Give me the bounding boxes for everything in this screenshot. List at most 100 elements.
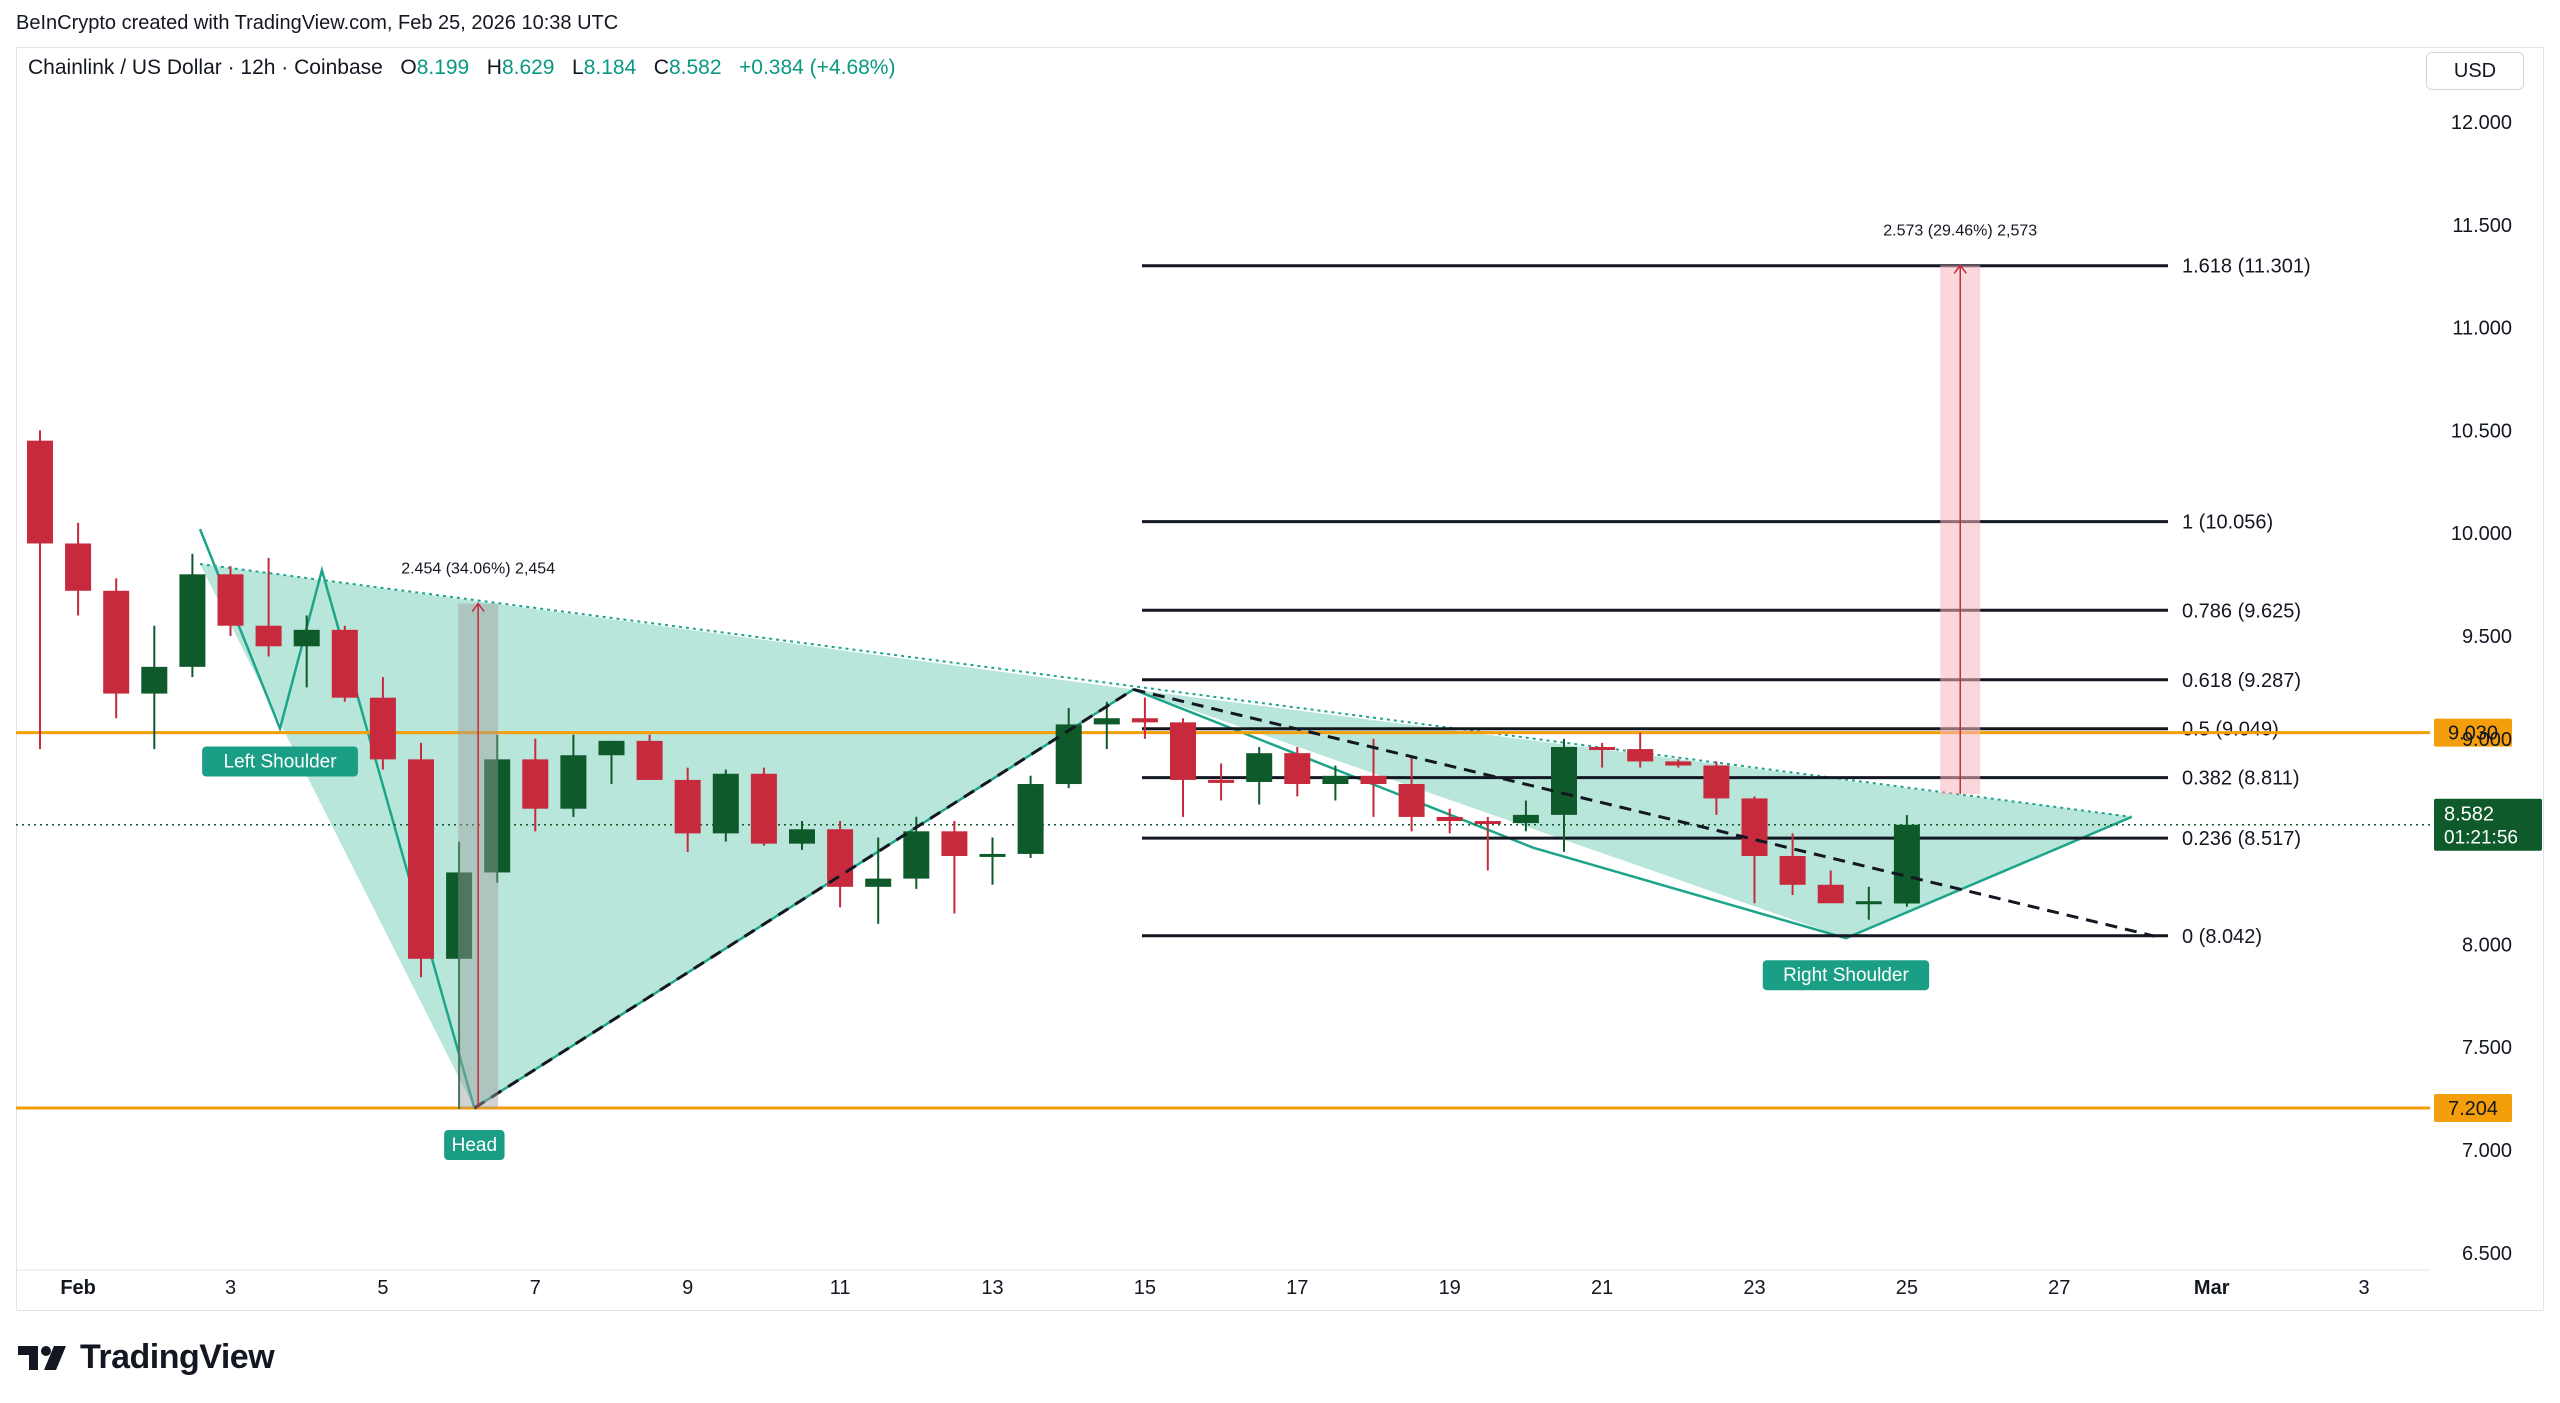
current-price-label: 8.582 [2444, 804, 2494, 826]
candle-down[interactable] [217, 574, 244, 626]
fib-level-label: 0 (8.042) [2182, 926, 2262, 948]
candle-down[interactable] [1170, 722, 1196, 780]
time-axis-tick: 7 [530, 1277, 541, 1299]
candle-up[interactable] [560, 755, 587, 809]
time-axis-tick: 3 [225, 1277, 236, 1299]
fib-level-label: 0.618 (9.287) [2182, 670, 2301, 692]
time-axis: Feb 3 5 7 9 11 13 15 17 19 21 23 25 27 Mar 3 [16, 1269, 2430, 1299]
price-axis-tick: 8.000 [2462, 934, 2512, 956]
candle-down[interactable] [750, 773, 777, 844]
time-axis-tick: 13 [981, 1277, 1003, 1299]
candle-up[interactable] [293, 629, 320, 647]
close-value: 8.582 [668, 56, 722, 79]
candle-down[interactable] [1665, 761, 1692, 766]
candle-down[interactable] [1817, 884, 1844, 904]
fib-level-label: 0.382 (8.811) [2182, 768, 2300, 790]
level-price-label: 9.030 [2448, 723, 2498, 745]
time-axis-tick: Mar [2194, 1277, 2230, 1299]
pattern-label-badge [1762, 960, 1930, 991]
time-axis-tick: 5 [377, 1277, 388, 1299]
candle-up[interactable] [598, 740, 625, 756]
pattern-overlays: 2.454 (34.06%) 2,454 2.573 (29.46%) 2,573… [202, 222, 2155, 1161]
candle-up[interactable] [979, 853, 1006, 857]
candle-down[interactable] [255, 625, 282, 647]
level-price-tag [2434, 1094, 2512, 1123]
candle-down[interactable] [408, 759, 434, 959]
time-axis-tick: 11 [830, 1277, 851, 1299]
candle-up[interactable] [1055, 724, 1082, 785]
candle-down[interactable] [941, 831, 968, 856]
candle-down[interactable] [1627, 749, 1654, 762]
candle-up[interactable] [179, 574, 206, 667]
high-value: 8.629 [501, 56, 555, 79]
dashed-trendline-falling [1133, 687, 2155, 938]
candle-down[interactable] [27, 440, 53, 544]
candle-up[interactable] [446, 872, 473, 959]
candle-up[interactable] [712, 773, 739, 834]
candle-up[interactable] [1017, 784, 1044, 854]
low-value: 8.184 [583, 56, 637, 79]
candle-down[interactable] [1474, 821, 1501, 825]
candle-down[interactable] [331, 629, 358, 698]
time-axis-tick: 17 [1286, 1277, 1308, 1299]
time-axis-tick: 23 [1743, 1277, 1765, 1299]
candle-down[interactable] [1208, 779, 1235, 783]
candle-down[interactable] [674, 779, 701, 834]
change-value: +0.384 (+4.68%) [739, 56, 896, 79]
candle-up[interactable] [1893, 824, 1920, 904]
price-axis-tick: 12.000 [2451, 112, 2512, 134]
candle-down[interactable] [103, 590, 130, 694]
symbol-name[interactable]: Chainlink / US Dollar · 12h · Coinbase [28, 56, 383, 79]
candle-up[interactable] [484, 759, 511, 873]
candle-down[interactable] [1589, 747, 1616, 751]
price-axis: 12.000 11.500 11.000 10.500 10.000 9.500 9.000… [2434, 112, 2542, 1265]
currency-button[interactable]: USD [2426, 52, 2524, 90]
head-and-shoulders-pattern [198, 528, 2133, 1111]
price-axis-tick: 9.500 [2462, 626, 2512, 648]
price-axis-tick: 11.500 [2452, 215, 2512, 237]
time-axis-tick: 9 [682, 1277, 693, 1299]
fib-level-label: 0.5 (9.049) [2182, 719, 2279, 741]
tradingview-logo-text: TradingView [80, 1338, 275, 1376]
time-axis-tick: 27 [2048, 1277, 2070, 1299]
candle-down[interactable] [1779, 855, 1806, 885]
candle-up[interactable] [789, 829, 815, 844]
candle-up[interactable] [1093, 718, 1120, 725]
candle-down[interactable] [1703, 765, 1730, 799]
fib-level-label: 0.236 (8.517) [2182, 828, 2301, 850]
low-label: L [572, 56, 584, 79]
candle-down[interactable] [1284, 753, 1311, 785]
candle-up[interactable] [1551, 747, 1577, 815]
candle-down[interactable] [1398, 784, 1425, 817]
candle-down[interactable] [1741, 798, 1768, 856]
time-axis-tick: 3 [2359, 1277, 2370, 1299]
candle-down[interactable] [636, 740, 663, 780]
candle-up[interactable] [1512, 814, 1539, 824]
candle-down[interactable] [1360, 775, 1387, 785]
fib-level-label: 1 (10.056) [2182, 512, 2273, 534]
price-axis-tick: 10.500 [2451, 420, 2512, 442]
pattern-label-badge [444, 1130, 505, 1161]
candle-down[interactable] [65, 543, 92, 591]
candle-up[interactable] [903, 831, 930, 879]
candle-up[interactable] [1855, 901, 1882, 905]
candle-up[interactable] [1246, 753, 1273, 782]
price-axis-tick: 6.500 [2462, 1243, 2512, 1265]
candle-down[interactable] [1436, 816, 1463, 822]
candle-up[interactable] [1322, 775, 1349, 785]
candle-down[interactable] [1131, 718, 1158, 723]
candle-down[interactable] [522, 759, 549, 809]
level-price-tag [2434, 718, 2512, 747]
tradingview-logo[interactable]: TradingView [18, 1338, 275, 1377]
candle-up[interactable] [865, 878, 892, 887]
candle-up[interactable] [141, 666, 168, 694]
price-axis-tick: 9.000 [2462, 729, 2512, 751]
price-axis-tick: 10.000 [2451, 523, 2512, 545]
time-axis-tick: 21 [1591, 1277, 1613, 1299]
symbol-legend: Chainlink / US Dollar · 12h · Coinbase O… [28, 56, 895, 80]
open-label: O [400, 56, 417, 79]
candle-down[interactable] [827, 829, 854, 887]
candle-down[interactable] [369, 697, 396, 760]
